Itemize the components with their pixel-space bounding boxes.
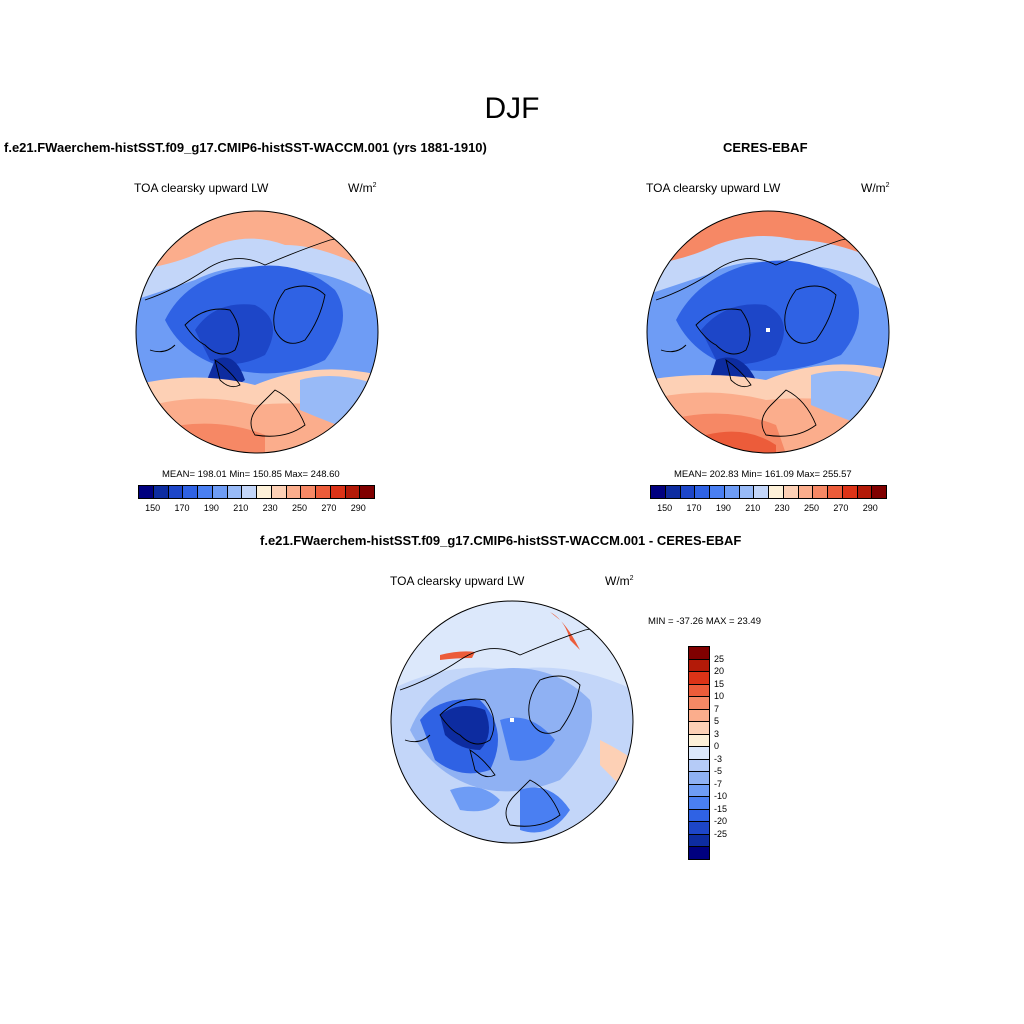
colorbar-tick-label: 230 (262, 503, 278, 513)
colorbar-swatch (227, 486, 243, 498)
colorbar-swatch (754, 486, 769, 498)
colorbar-tick-label: -20 (714, 816, 728, 826)
colorbar-tick-label: -15 (714, 803, 728, 814)
colorbar-tick-label: 150 (145, 503, 161, 513)
colorbar-swatch (316, 486, 331, 498)
colorbar-swatch (689, 822, 709, 835)
colorbar-swatch (360, 486, 374, 498)
colorbar-swatch (212, 486, 228, 498)
colorbar-tick-label: 270 (833, 503, 849, 513)
diff-variable-label: TOA clearsky upward LW (390, 574, 525, 588)
colorbar-tick-label: 3 (714, 728, 720, 739)
model-colorbar (138, 485, 375, 499)
colorbar-swatch (689, 684, 709, 697)
colorbar-tick-label: 250 (804, 503, 820, 513)
colorbar-swatch (198, 486, 213, 498)
colorbar-swatch (301, 486, 316, 498)
obs-polar-map (646, 210, 890, 454)
colorbar-swatch (689, 659, 709, 672)
model-panel-title: f.e21.FWaerchem-histSST.f09_g17.CMIP6-hi… (4, 140, 487, 155)
model-variable-label: TOA clearsky upward LW (134, 181, 269, 195)
colorbar-swatch (651, 486, 666, 498)
model-units-label: W/m2 (348, 181, 377, 195)
colorbar-swatch (330, 486, 346, 498)
diff-units-label: W/m2 (605, 574, 634, 588)
colorbar-tick-label: 210 (233, 503, 249, 513)
colorbar-tick-label: -5 (714, 766, 723, 776)
colorbar-swatch (813, 486, 828, 498)
diff-polar-map (390, 600, 634, 844)
obs-colorbar (650, 485, 887, 499)
colorbar-swatch (153, 486, 169, 498)
season-title: DJF (484, 92, 540, 125)
colorbar-tick-label: 170 (686, 503, 702, 513)
colorbar-tick-label: 0 (714, 741, 720, 751)
colorbar-tick-label: 170 (174, 503, 190, 513)
colorbar-tick-label: 210 (745, 503, 761, 513)
colorbar-swatch (680, 486, 696, 498)
colorbar-swatch (689, 697, 709, 710)
colorbar-swatch (689, 722, 709, 735)
colorbar-swatch (689, 784, 709, 797)
colorbar-swatch (665, 486, 681, 498)
colorbar-tick-label: 15 (714, 678, 725, 689)
colorbar-tick-label: 25 (714, 653, 725, 664)
colorbar-swatch (872, 486, 886, 498)
colorbar-swatch (689, 734, 709, 747)
colorbar-swatch (257, 486, 272, 498)
colorbar-swatch (168, 486, 184, 498)
colorbar-swatch (769, 486, 784, 498)
obs-variable-label: TOA clearsky upward LW (646, 181, 781, 195)
colorbar-swatch (724, 486, 740, 498)
obs-stats: MEAN= 202.83 Min= 161.09 Max= 255.57 (674, 469, 852, 480)
colorbar-tick-label: 7 (714, 703, 720, 714)
colorbar-swatch (739, 486, 755, 498)
obs-units-label: W/m2 (861, 181, 890, 195)
colorbar-swatch (689, 709, 709, 722)
colorbar-tick-label: 190 (203, 503, 219, 513)
colorbar-swatch (798, 486, 814, 498)
colorbar-tick-label: 10 (714, 691, 725, 701)
model-stats: MEAN= 198.01 Min= 150.85 Max= 248.60 (162, 469, 340, 480)
colorbar-tick-label: 290 (862, 503, 878, 513)
colorbar-swatch (689, 847, 709, 859)
colorbar-tick-label: 5 (714, 716, 720, 726)
colorbar-swatch (842, 486, 858, 498)
colorbar-swatch (828, 486, 843, 498)
colorbar-swatch (286, 486, 302, 498)
colorbar-tick-label: 230 (774, 503, 790, 513)
colorbar-swatch (857, 486, 873, 498)
colorbar-swatch (183, 486, 198, 498)
colorbar-swatch (783, 486, 799, 498)
colorbar-swatch (271, 486, 287, 498)
diff-stats: MIN = -37.26 MAX = 23.49 (648, 616, 762, 627)
colorbar-tick-label: 270 (321, 503, 337, 513)
colorbar-swatch (689, 772, 709, 785)
colorbar-tick-label: 190 (715, 503, 731, 513)
colorbar-tick-label: 20 (714, 666, 725, 676)
colorbar-tick-label: -25 (714, 828, 728, 839)
colorbar-swatch (242, 486, 257, 498)
colorbar-tick-label: -7 (714, 778, 723, 789)
colorbar-tick-label: -10 (714, 791, 728, 801)
colorbar-swatch (689, 747, 709, 760)
colorbar-tick-label: 250 (292, 503, 308, 513)
diff-panel-title: f.e21.FWaerchem-histSST.f09_g17.CMIP6-hi… (260, 533, 742, 548)
colorbar-swatch (689, 647, 709, 660)
colorbar-swatch (345, 486, 361, 498)
colorbar-swatch (689, 809, 709, 822)
diff-colorbar (688, 646, 710, 860)
colorbar-swatch (689, 759, 709, 772)
colorbar-swatch (139, 486, 154, 498)
colorbar-swatch (695, 486, 710, 498)
colorbar-tick-label: -3 (714, 753, 723, 764)
colorbar-swatch (710, 486, 725, 498)
colorbar-swatch (689, 797, 709, 810)
colorbar-tick-label: 150 (657, 503, 673, 513)
obs-panel-title: CERES-EBAF (723, 140, 808, 155)
colorbar-tick-label: 290 (350, 503, 366, 513)
model-polar-map (135, 210, 379, 454)
colorbar-swatch (689, 834, 709, 847)
colorbar-swatch (689, 672, 709, 685)
